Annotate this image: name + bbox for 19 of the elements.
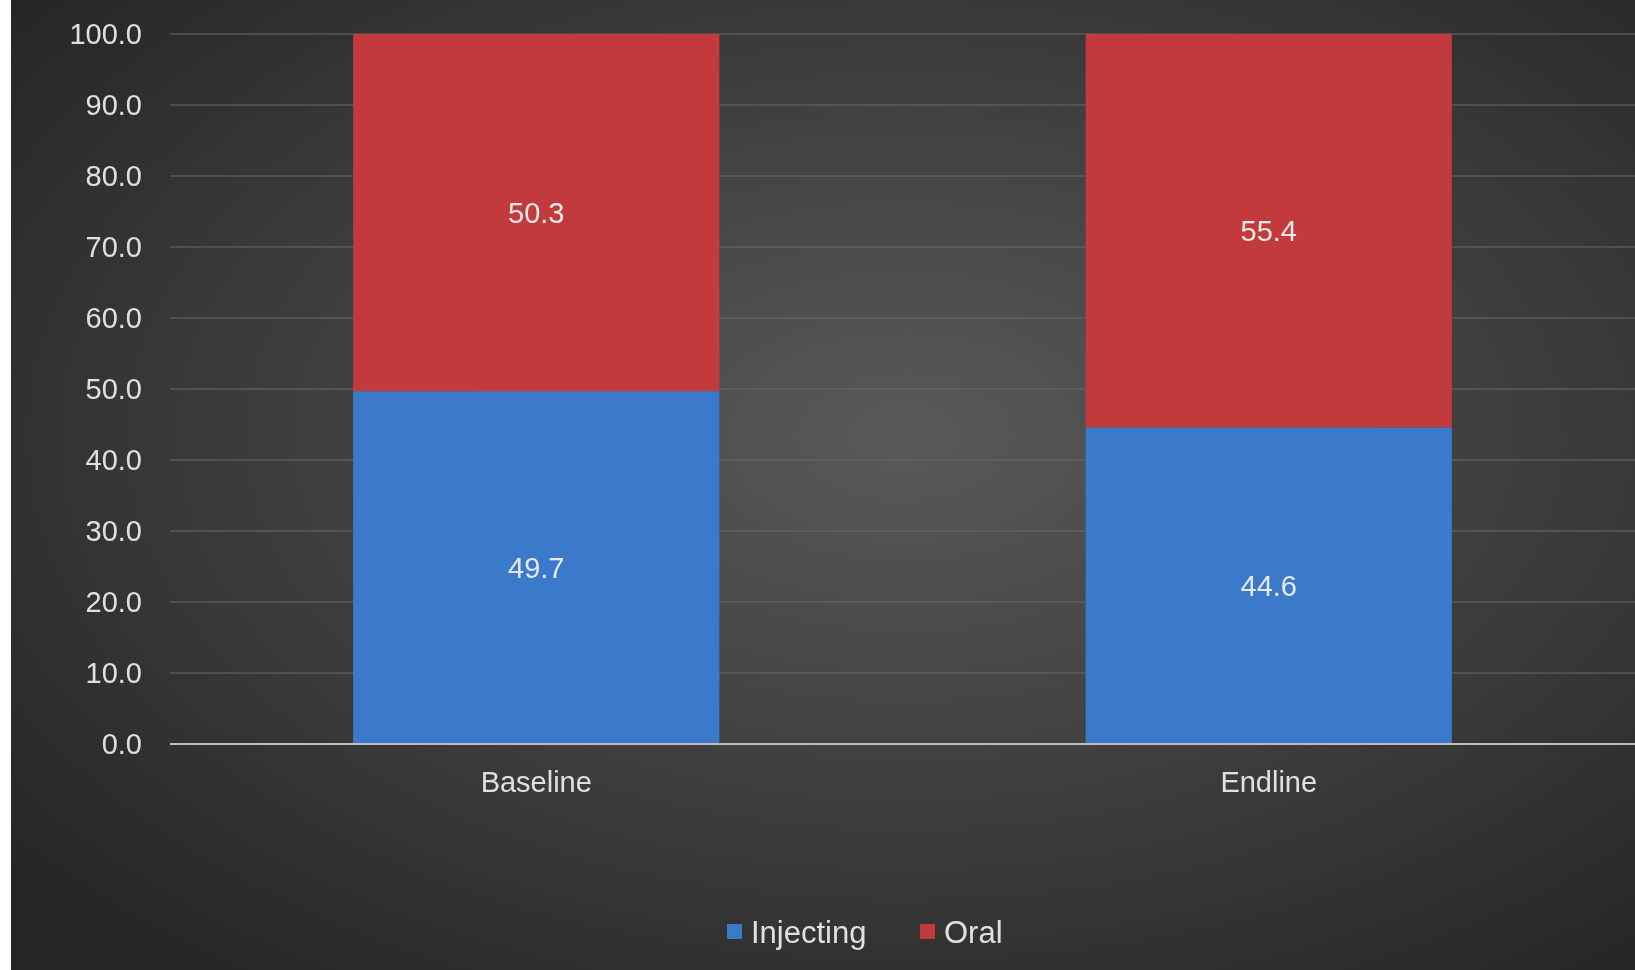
y-tick-label: 90.0	[85, 89, 142, 122]
x-tick-label: Baseline	[480, 766, 592, 798]
y-tick-label: 60.0	[85, 302, 142, 335]
y-tick-label: 50.0	[85, 373, 142, 406]
y-tick-label: 20.0	[85, 586, 142, 619]
data-label: 49.7	[508, 551, 565, 584]
legend-label: Injecting	[751, 914, 867, 950]
y-tick-label: 80.0	[85, 160, 142, 193]
data-label: 50.3	[508, 196, 565, 229]
y-tick-label: 0.0	[101, 728, 142, 761]
data-label: 44.6	[1240, 569, 1297, 602]
legend-label: Oral	[944, 914, 1003, 950]
y-tick-label: 30.0	[85, 515, 142, 548]
y-tick-label: 40.0	[85, 444, 142, 477]
data-label: 55.4	[1240, 214, 1297, 247]
x-tick-label: Endline	[1220, 766, 1318, 798]
y-tick-label: 100.0	[69, 18, 142, 51]
y-tick-label: 10.0	[85, 657, 142, 690]
y-tick-label: 70.0	[85, 231, 142, 264]
